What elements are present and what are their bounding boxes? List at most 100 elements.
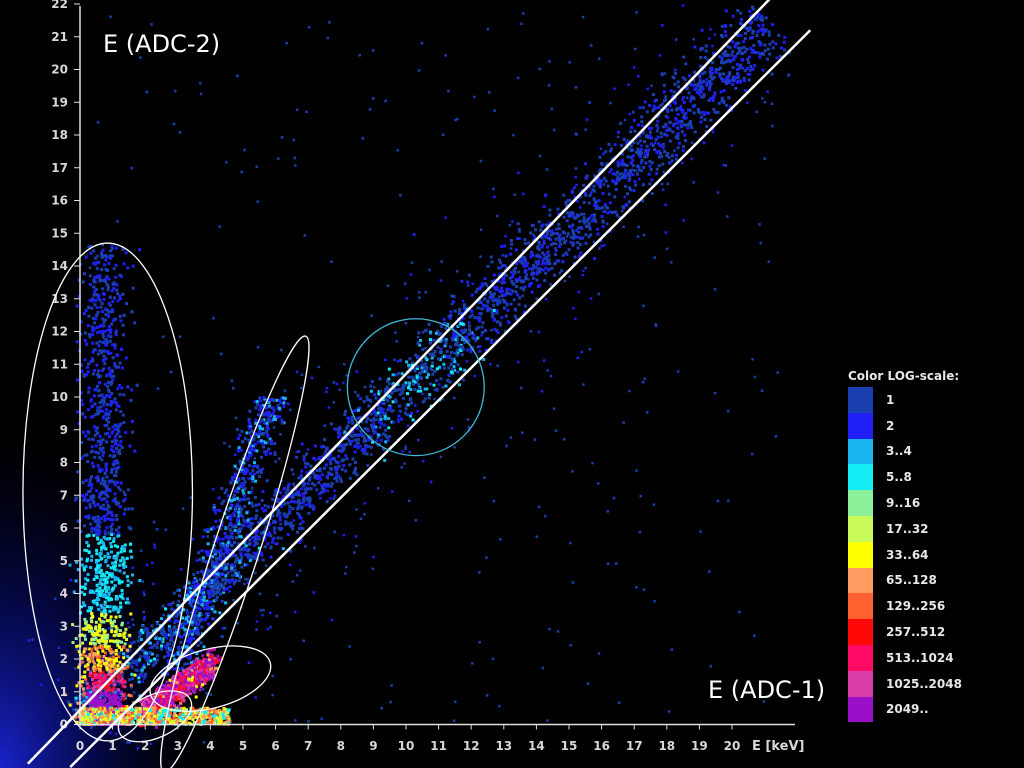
density-bin (195, 559, 198, 562)
density-bin (633, 169, 637, 173)
density-bin (572, 233, 576, 237)
density-bin (253, 538, 257, 542)
density-bin (486, 265, 490, 268)
density-bin (337, 435, 341, 439)
density-bin (547, 258, 551, 262)
density-bin (358, 444, 362, 448)
density-bin (96, 464, 100, 468)
density-bin (534, 254, 538, 258)
density-bin (719, 90, 723, 94)
density-bin (751, 48, 755, 52)
density-bin (190, 611, 194, 615)
density-bin (577, 230, 581, 234)
density-bin (126, 579, 130, 583)
density-bin (440, 355, 444, 359)
density-bin (104, 349, 108, 353)
density-bin (724, 60, 728, 64)
density-bin (561, 253, 565, 257)
density-bin (725, 75, 729, 79)
density-bin (141, 631, 145, 635)
density-bin (714, 68, 718, 71)
density-bin (260, 507, 264, 510)
density-bin (621, 159, 625, 163)
density-bin (666, 116, 670, 119)
density-bin (137, 660, 141, 663)
density-bin (565, 235, 569, 238)
density-bin (492, 187, 495, 191)
density-bin (307, 503, 311, 507)
density-bin (636, 172, 639, 176)
density-bin (498, 290, 502, 294)
density-bin (672, 76, 676, 80)
density-bin (98, 530, 102, 534)
density-bin (787, 73, 791, 77)
density-bin (681, 98, 684, 101)
density-bin (495, 309, 499, 313)
density-bin (106, 334, 110, 338)
density-bin (273, 493, 277, 497)
density-bin (546, 268, 550, 272)
density-bin (122, 561, 126, 565)
density-bin (643, 155, 647, 159)
density-bin (119, 601, 123, 605)
density-bin (428, 352, 432, 356)
density-bin (318, 492, 321, 496)
density-bin (466, 418, 470, 421)
density-bin (544, 194, 547, 198)
density-bin (575, 199, 579, 203)
density-bin (706, 58, 710, 62)
density-bin (538, 284, 542, 287)
density-bin (333, 427, 337, 431)
density-bin (71, 623, 75, 627)
density-bin (119, 319, 123, 323)
density-bin (116, 610, 120, 614)
density-bin (240, 565, 244, 569)
density-bin (439, 347, 443, 351)
density-bin (571, 243, 575, 247)
density-bin (555, 227, 559, 231)
density-bin (211, 488, 215, 491)
density-bin (244, 578, 247, 581)
density-bin (567, 224, 571, 228)
density-bin (109, 510, 113, 514)
density-bin (428, 268, 431, 272)
density-bin (108, 256, 112, 260)
density-bin (623, 195, 626, 199)
density-bin (250, 557, 254, 561)
density-bin (323, 482, 326, 486)
density-bin (327, 406, 331, 409)
density-bin (94, 413, 98, 416)
density-bin (92, 249, 95, 253)
density-bin (492, 499, 496, 503)
density-bin (98, 675, 102, 679)
density-bin (592, 241, 596, 244)
density-bin (376, 433, 380, 437)
density-bin (699, 64, 703, 68)
density-bin (362, 400, 366, 404)
density-bin (419, 389, 423, 393)
density-bin (468, 315, 472, 319)
density-bin (280, 348, 283, 352)
density-bin (724, 24, 728, 28)
density-bin (756, 51, 760, 55)
density-bin (713, 92, 717, 96)
density-bin (212, 317, 215, 320)
density-bin (103, 424, 107, 427)
density-bin (86, 658, 90, 662)
density-bin (272, 426, 276, 429)
density-bin (354, 472, 358, 476)
density-bin (626, 192, 629, 196)
density-bin (640, 159, 644, 162)
density-bin (350, 439, 354, 443)
density-bin (707, 99, 711, 102)
density-bin (545, 298, 548, 301)
density-bin (698, 80, 702, 83)
density-bin (225, 587, 229, 590)
density-bin (394, 331, 397, 334)
density-bin (348, 645, 351, 648)
density-bin (109, 731, 112, 735)
density-bin (322, 466, 326, 470)
density-bin (105, 462, 109, 466)
density-bin (521, 431, 524, 434)
density-bin (284, 491, 288, 495)
